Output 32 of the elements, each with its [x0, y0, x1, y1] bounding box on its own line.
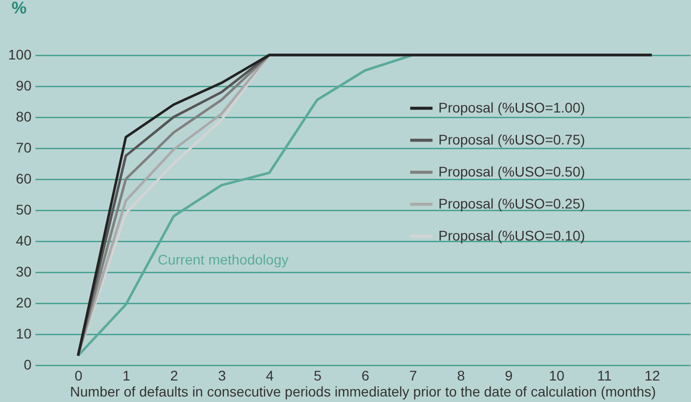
x-tick-label: 6 [361, 368, 370, 384]
x-tick-label: 12 [644, 368, 660, 384]
x-tick-label: 1 [122, 368, 130, 384]
x-tick-label: 10 [548, 368, 565, 384]
x-tick-label: 2 [170, 368, 178, 384]
y-tick-label: 30 [16, 264, 32, 280]
legend-label: Proposal (%USO=1.00) [438, 99, 586, 116]
x-axis-title: Number of defaults in consecutive periods immediately prior to the date of calculation (months) [70, 384, 656, 400]
x-tick-label: 7 [409, 368, 418, 384]
legend-label: Proposal (%USO=0.50) [438, 163, 586, 180]
y-tick-label: 80 [16, 108, 32, 124]
x-tick-label: 11 [597, 368, 612, 384]
y-tick-label: 10 [16, 326, 32, 342]
x-tick-label: 9 [504, 368, 513, 384]
y-tick-label: 20 [16, 294, 32, 310]
x-tick-label: 4 [266, 368, 274, 384]
y-tick-label: 100 [8, 46, 32, 62]
y-axis-title: % [12, 0, 27, 18]
legend-label: Proposal (%USO=0.75) [438, 131, 586, 148]
x-tick-label: 3 [218, 368, 226, 384]
y-tick-label: 0 [24, 356, 32, 372]
x-tick-label: 5 [314, 368, 322, 384]
legend-label: Proposal (%USO=0.10) [438, 227, 586, 244]
y-tick-label: 40 [16, 232, 32, 248]
y-tick-label: 50 [16, 202, 32, 218]
x-tick-label: 0 [74, 368, 83, 384]
y-tick-label: 70 [16, 140, 32, 156]
legend-label: Proposal (%USO=0.25) [438, 195, 586, 212]
annotation: Current methodology [158, 251, 288, 268]
y-tick-label: 60 [16, 170, 32, 186]
x-tick-label: 8 [457, 368, 466, 384]
y-tick-label: 90 [16, 78, 32, 94]
